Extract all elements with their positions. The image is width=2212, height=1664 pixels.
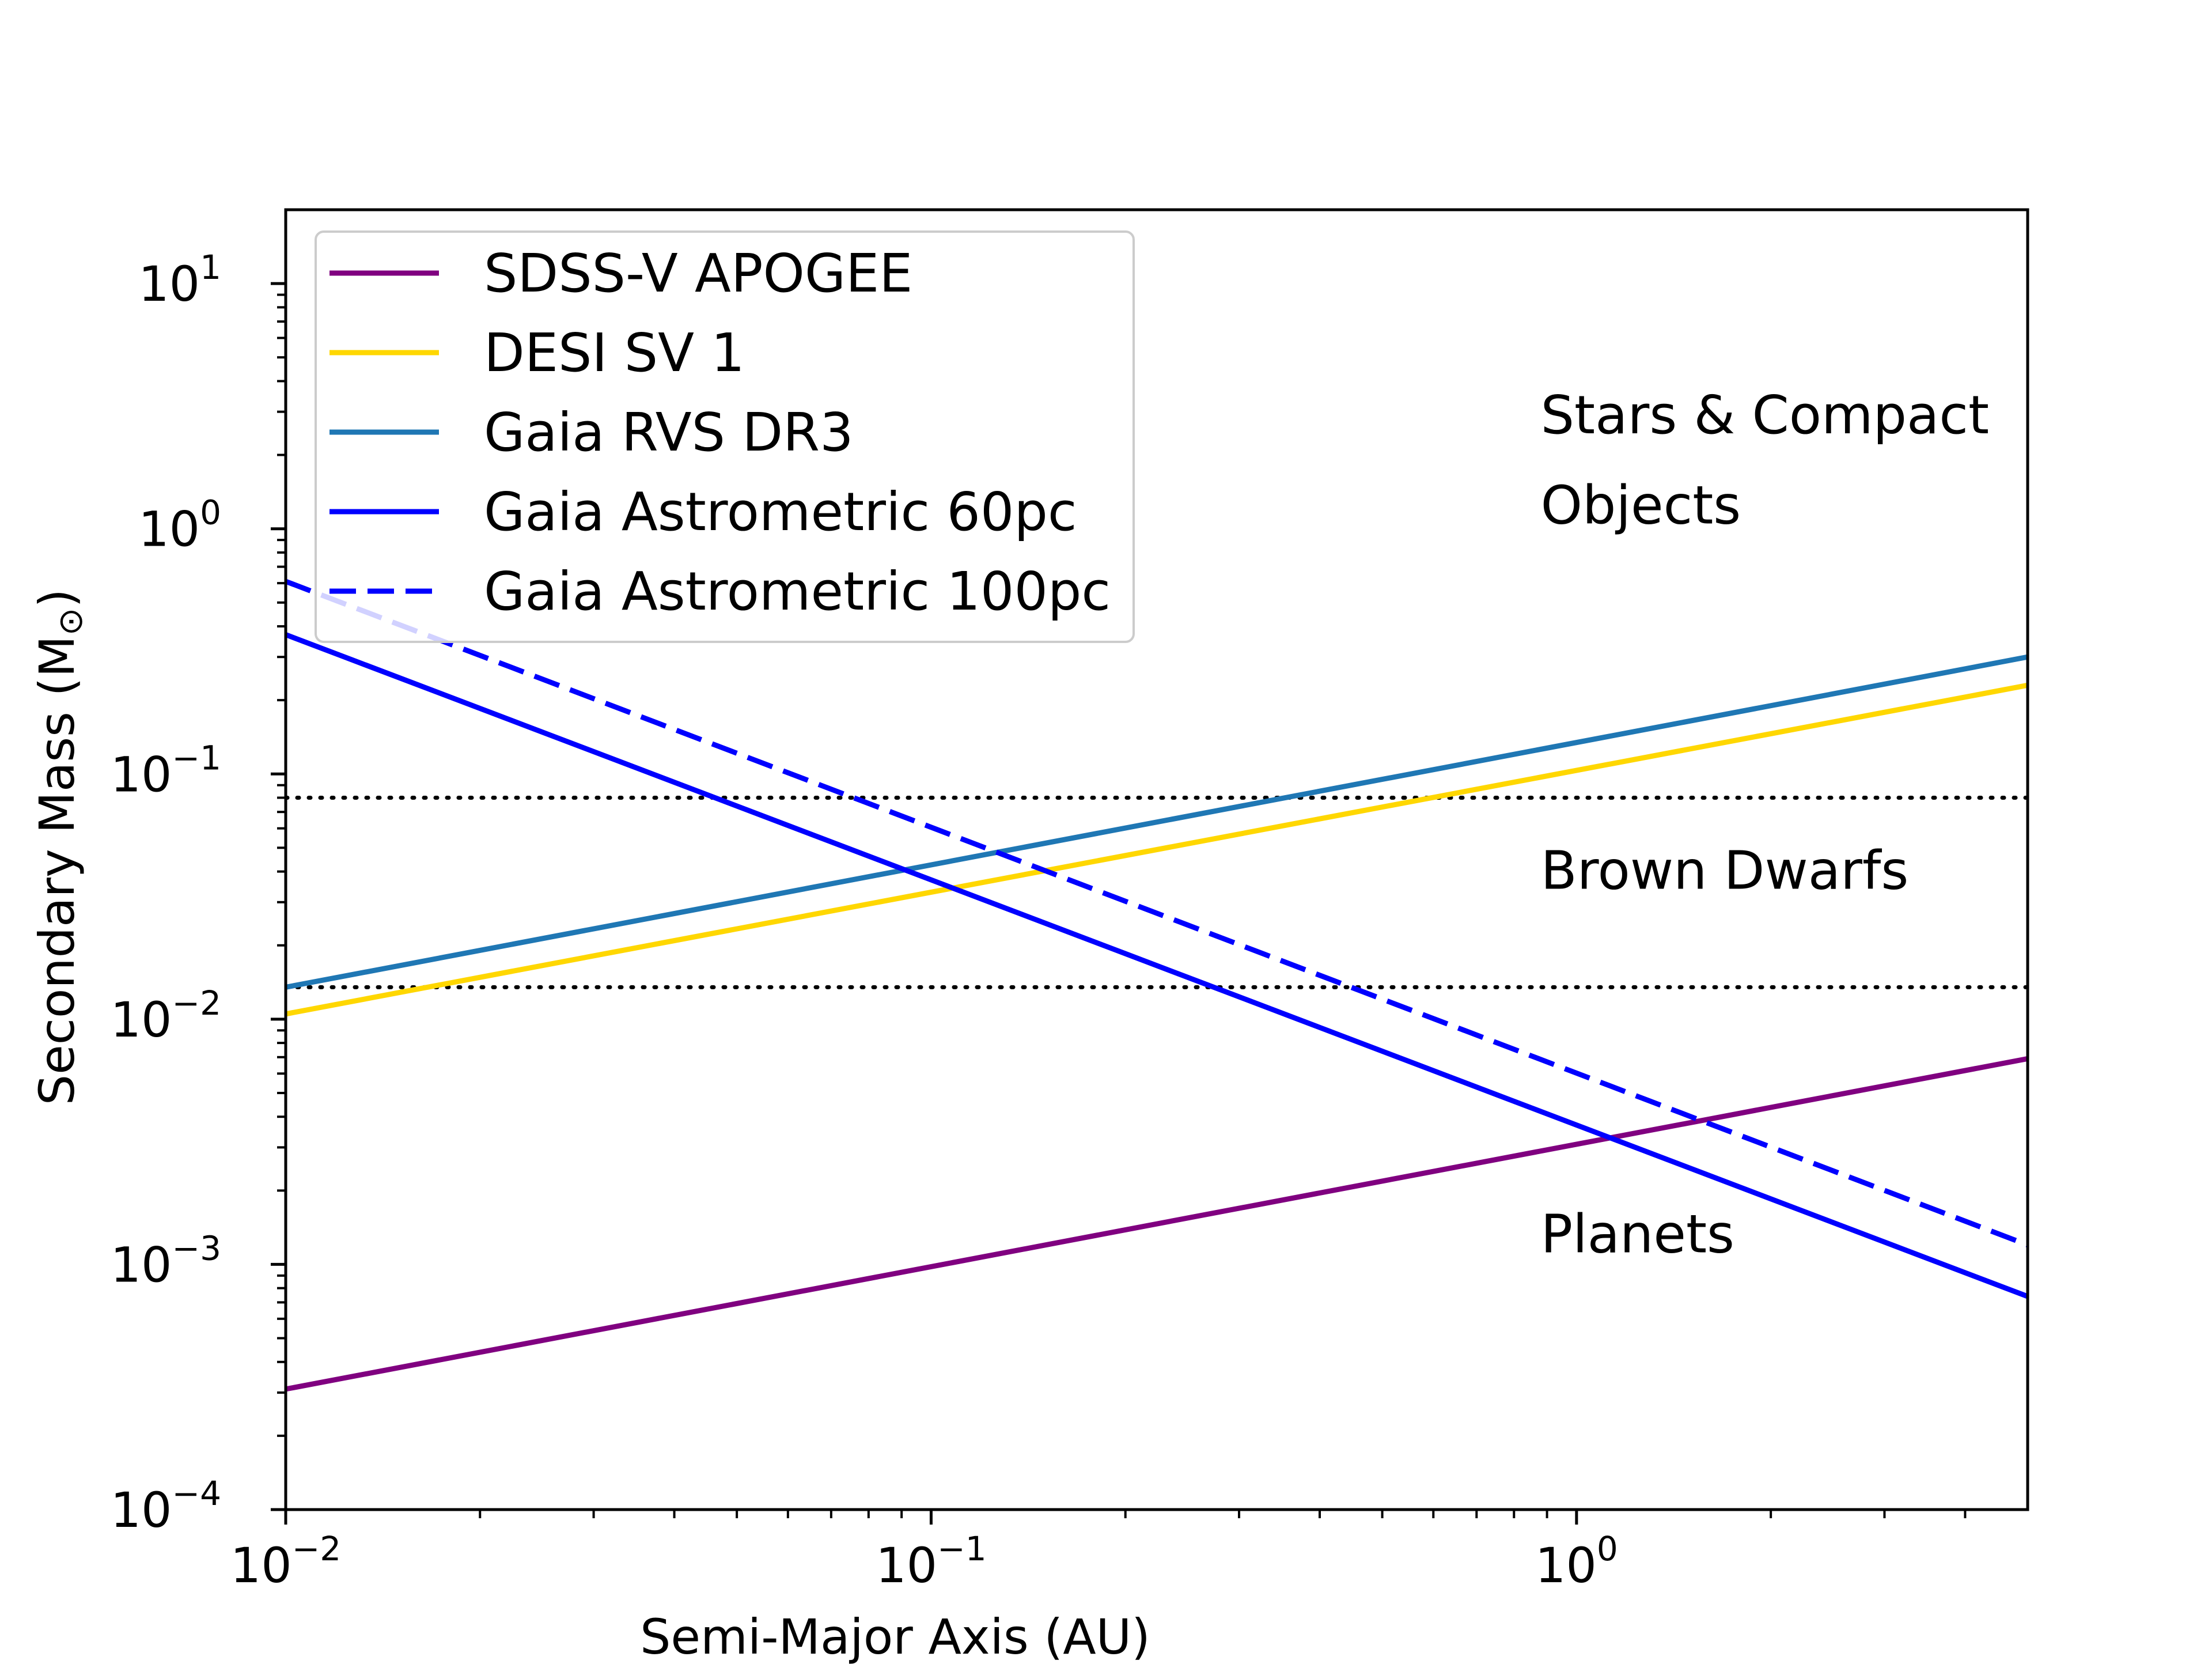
series-line-desi-sv-1 xyxy=(286,682,2028,1017)
x-tick-label: 10−2 xyxy=(230,1529,341,1594)
threshold-lines xyxy=(286,796,2028,989)
y-tick-label: 10−4 xyxy=(111,1474,221,1538)
series-line-gaia-astrometric-100pc xyxy=(286,578,2028,1247)
legend-label-desi-sv-1: DESI SV 1 xyxy=(484,322,745,384)
series-lines xyxy=(286,578,2028,1392)
x-tick-label: 10−1 xyxy=(876,1529,986,1594)
axis-ticks: 10−2 10−1 100 101 100 10−1 10−2 10−3 10−4 xyxy=(111,248,1967,1594)
legend-label-gaia-rvs-dr3: Gaia RVS DR3 xyxy=(484,402,854,463)
legend-label-gaia-astrometric-60pc: Gaia Astrometric 60pc xyxy=(484,481,1077,543)
y-axis-label: Secondary Mass (M⊙) xyxy=(29,589,90,1105)
region-label-planets: Planets xyxy=(1541,1203,1734,1265)
region-label-objects: Objects xyxy=(1541,475,1741,536)
x-tick-label: 100 xyxy=(1535,1529,1618,1594)
legend-box xyxy=(315,230,1135,643)
sun-symbol: ⊙ xyxy=(51,608,90,636)
legend-label-sdss-v-apogee: SDSS-V APOGEE xyxy=(484,243,912,304)
series-line-gaia-rvs-dr3 xyxy=(286,654,2028,990)
series-line-gaia-astrometric-60pc xyxy=(286,632,2028,1299)
y-tick-label: 10−1 xyxy=(111,738,221,803)
region-label-stars-compact: Stars & Compact xyxy=(1541,384,1989,446)
x-axis-label: Semi-Major Axis (AU) xyxy=(640,1609,1150,1664)
y-tick-label: 10−3 xyxy=(111,1228,221,1293)
y-axis-label-text: Secondary Mass (M xyxy=(29,636,85,1105)
y-tick-label: 101 xyxy=(138,248,221,312)
series-line-sdss-v-apogee xyxy=(286,1056,2028,1392)
legend: SDSS-V APOGEE DESI SV 1 Gaia RVS DR3 Gaia A… xyxy=(315,230,1135,643)
y-tick-label: 10−2 xyxy=(111,984,221,1048)
y-axis-label-close: ) xyxy=(29,589,85,608)
y-tick-label: 100 xyxy=(138,493,221,558)
legend-label-gaia-astrometric-100pc: Gaia Astrometric 100pc xyxy=(484,561,1111,622)
plot-frame xyxy=(284,208,2029,1511)
region-label-brown-dwarfs: Brown Dwarfs xyxy=(1541,840,1909,902)
region-annotations: Stars & Compact Objects Brown Dwarfs Planet… xyxy=(1541,384,1989,1265)
